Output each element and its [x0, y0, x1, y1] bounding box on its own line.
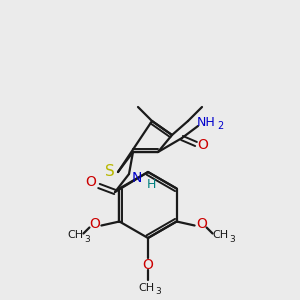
Text: NH: NH [196, 116, 215, 128]
Text: O: O [142, 258, 153, 272]
Text: O: O [198, 138, 208, 152]
Text: 3: 3 [85, 235, 90, 244]
Text: N: N [132, 171, 142, 185]
Text: 2: 2 [217, 121, 223, 131]
Text: CH: CH [68, 230, 83, 241]
Text: CH: CH [138, 283, 154, 293]
Text: O: O [196, 218, 207, 232]
Text: 3: 3 [155, 287, 161, 296]
Text: 3: 3 [230, 235, 236, 244]
Text: H: H [146, 178, 156, 190]
Text: O: O [85, 175, 96, 189]
Text: S: S [105, 164, 115, 179]
Text: CH: CH [212, 230, 229, 241]
Text: O: O [89, 218, 100, 232]
